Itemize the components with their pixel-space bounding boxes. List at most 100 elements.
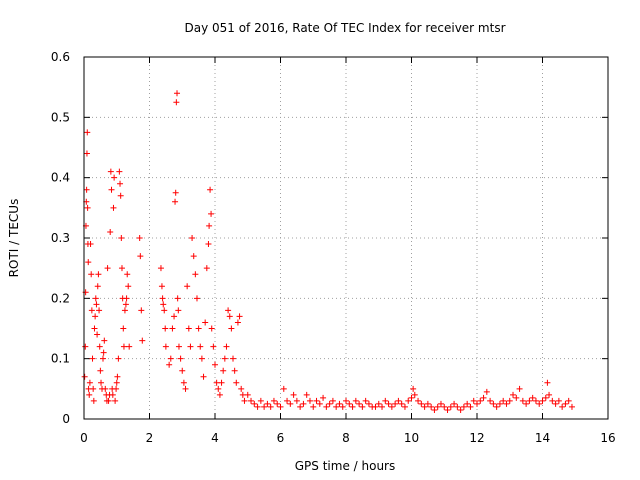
data-point — [405, 397, 412, 404]
data-point — [175, 343, 182, 350]
data-point — [126, 343, 133, 350]
data-point — [171, 313, 178, 320]
data-point — [208, 325, 215, 332]
data-point — [441, 403, 448, 410]
data-point — [496, 400, 503, 407]
data-points — [81, 90, 575, 413]
data-point — [208, 210, 215, 217]
data-point — [121, 307, 128, 314]
data-point — [200, 373, 207, 380]
axis-ticks: 0 2 4 6 8 10 12 14 16 0 0.1 0.2 0.3 0.4 0.5 0.6 — [51, 50, 616, 445]
data-point — [460, 403, 467, 410]
data-point — [552, 400, 559, 407]
data-point — [559, 403, 566, 410]
data-point — [84, 129, 91, 136]
data-point — [513, 394, 520, 401]
data-point — [174, 295, 181, 302]
data-point — [90, 385, 97, 392]
x-tick-label: 14 — [535, 431, 550, 445]
data-point — [89, 355, 96, 362]
data-point — [187, 343, 194, 350]
data-point — [568, 403, 575, 410]
data-point — [95, 271, 102, 278]
data-point — [92, 313, 99, 320]
data-point — [116, 168, 123, 175]
data-point — [177, 355, 184, 362]
data-point — [444, 406, 451, 413]
data-point — [339, 403, 346, 410]
data-point — [313, 397, 320, 404]
data-point — [483, 388, 490, 395]
data-point — [372, 403, 379, 410]
data-point — [323, 403, 330, 410]
data-point — [382, 397, 389, 404]
data-point — [86, 391, 93, 398]
data-point — [493, 403, 500, 410]
data-point — [306, 397, 313, 404]
data-point — [562, 400, 569, 407]
data-point — [264, 400, 271, 407]
y-tick-label: 0.1 — [51, 352, 70, 366]
data-point — [293, 397, 300, 404]
data-point — [172, 189, 179, 196]
data-point — [536, 400, 543, 407]
data-point — [274, 400, 281, 407]
data-point — [234, 319, 241, 326]
x-tick-label: 4 — [211, 431, 219, 445]
data-point — [565, 397, 572, 404]
data-point — [100, 349, 107, 356]
x-tick-label: 0 — [80, 431, 88, 445]
y-tick-label: 0.6 — [51, 50, 70, 64]
data-point — [190, 253, 197, 260]
data-point — [401, 403, 408, 410]
data-point — [300, 400, 307, 407]
y-tick-label: 0.3 — [51, 231, 70, 245]
data-point — [510, 391, 517, 398]
data-point — [193, 295, 200, 302]
y-tick-label: 0.5 — [51, 110, 70, 124]
data-point — [320, 394, 327, 401]
data-point — [88, 271, 95, 278]
data-point — [166, 361, 173, 368]
data-point — [98, 379, 105, 386]
data-point — [115, 355, 122, 362]
plot-frame — [83, 56, 609, 420]
data-point — [490, 400, 497, 407]
data-point — [375, 400, 382, 407]
data-point — [388, 403, 395, 410]
data-point — [107, 168, 114, 175]
data-point — [329, 397, 336, 404]
data-point — [225, 307, 232, 314]
data-point — [125, 283, 132, 290]
data-point — [136, 235, 143, 241]
data-point — [467, 403, 474, 410]
data-point — [516, 385, 523, 392]
data-point — [180, 379, 187, 386]
data-point — [212, 361, 218, 368]
data-point — [546, 391, 553, 398]
y-axis-label: ROTI / TECUs — [7, 199, 21, 278]
data-point — [161, 307, 168, 314]
data-point — [454, 403, 461, 410]
data-point — [434, 403, 441, 410]
data-point — [226, 313, 233, 320]
data-point — [93, 301, 100, 308]
data-point — [244, 391, 251, 398]
data-point — [230, 355, 237, 362]
data-point — [185, 325, 192, 332]
data-point — [333, 403, 340, 410]
data-point — [254, 403, 261, 410]
data-point — [523, 400, 530, 407]
grid-lines — [84, 57, 608, 419]
data-point — [526, 397, 533, 404]
data-point — [113, 379, 120, 386]
data-point — [437, 400, 444, 407]
data-point — [415, 397, 422, 404]
data-point — [447, 403, 454, 410]
data-point — [207, 186, 214, 193]
data-point — [118, 235, 125, 241]
data-point — [555, 397, 562, 404]
data-point — [267, 403, 274, 410]
data-point — [118, 265, 125, 272]
data-point — [395, 397, 402, 404]
